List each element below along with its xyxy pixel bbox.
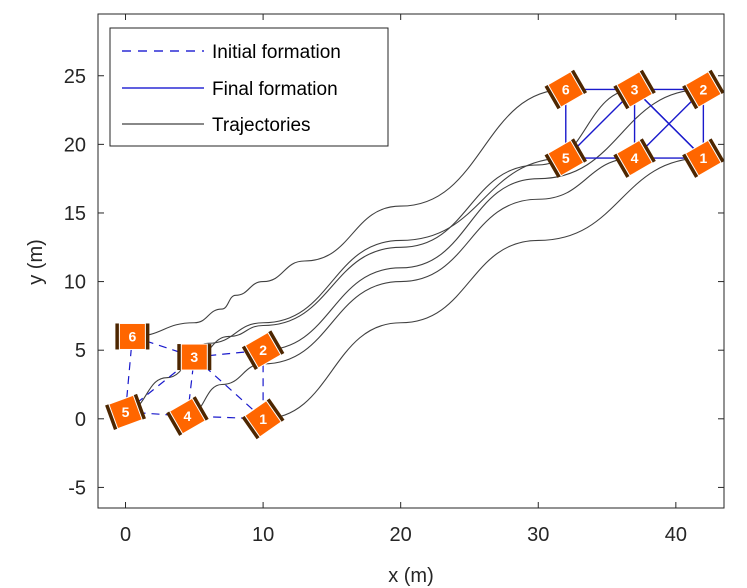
robots-layer: 1 2 3 4 5 6 1 2 3 4 5 6: [105, 69, 725, 440]
x-tick-label: 40: [665, 524, 687, 546]
trajectory-5: [125, 157, 566, 413]
robot-initial-4: [166, 396, 209, 436]
robot-label-initial-1: 1: [259, 411, 267, 427]
robot-label-initial-2: 2: [259, 342, 267, 358]
legend: Initial formation Final formation Trajec…: [109, 27, 389, 147]
robot-final-2: [682, 69, 725, 110]
trajectory-4: [187, 157, 635, 417]
robot-body: [616, 139, 654, 177]
robot-label-final-4: 4: [631, 150, 639, 166]
robot-wheel-left: [177, 344, 184, 371]
trajectory-2: [263, 88, 704, 351]
robot-initial-6: [115, 322, 150, 350]
y-tick-label: 15: [64, 203, 86, 225]
y-tick-label: 10: [64, 272, 86, 294]
initial-edge-4-5: [125, 411, 188, 417]
robot-label-initial-5: 5: [122, 404, 130, 420]
robot-final-4: [613, 138, 656, 178]
robot-wheel-left: [115, 323, 122, 350]
x-tick-label: 20: [390, 524, 412, 546]
initial-edge-6-3: [132, 335, 195, 358]
robot-body: [180, 343, 208, 371]
robot-initial-5: [105, 393, 146, 430]
x-tick-label: 30: [527, 524, 549, 546]
legend-label-initial: Initial formation: [212, 42, 341, 63]
robot-initial-2: [241, 330, 285, 370]
robot-body: [108, 394, 143, 430]
robot-label-final-2: 2: [699, 81, 707, 97]
robot-body: [684, 71, 722, 108]
y-axis-label: y (m): [25, 239, 47, 285]
y-tick-label: 0: [75, 409, 86, 431]
robot-label-final-5: 5: [562, 150, 570, 166]
robot-label-final-6: 6: [562, 81, 570, 97]
robot-body: [118, 322, 146, 350]
robot-body: [684, 139, 722, 177]
plot-frame: [97, 13, 725, 509]
robot-label-initial-3: 3: [190, 349, 198, 365]
robot-label-initial-6: 6: [128, 328, 136, 344]
legend-box: [109, 27, 389, 147]
y-tick-label: -5: [68, 477, 86, 499]
robot-body: [244, 331, 282, 369]
robot-initial-1: [241, 398, 285, 440]
robot-body: [168, 397, 206, 435]
robot-body: [547, 71, 585, 108]
legend-label-final: Final formation: [212, 79, 338, 100]
robot-body: [547, 139, 585, 177]
robot-body: [616, 71, 654, 108]
robot-body: [244, 400, 282, 438]
x-axis-label: x (m): [388, 565, 434, 587]
robot-wheel-right: [205, 344, 212, 371]
robot-wheel-right: [143, 323, 150, 350]
robot-initial-3: [177, 343, 212, 371]
robot-final-6: [544, 69, 588, 110]
y-tick-label: 25: [64, 66, 86, 88]
robot-label-initial-4: 4: [184, 408, 192, 424]
x-tick-label: 10: [252, 524, 274, 546]
y-tick-label: 20: [64, 134, 86, 156]
y-tick-label: 5: [75, 340, 86, 362]
robot-final-5: [544, 138, 588, 178]
x-axis-ticks: 0 10 20 30 40: [120, 14, 687, 546]
trajectory-6: [132, 88, 566, 338]
x-tick-label: 0: [120, 524, 131, 546]
robot-final-3: [613, 69, 656, 110]
trajectories-layer: [125, 88, 704, 420]
trajectory-1: [263, 157, 704, 420]
robot-final-1: [682, 138, 725, 178]
robot-label-final-1: 1: [699, 150, 707, 166]
legend-label-trajectories: Trajectories: [212, 115, 311, 136]
robot-label-final-3: 3: [631, 81, 639, 97]
